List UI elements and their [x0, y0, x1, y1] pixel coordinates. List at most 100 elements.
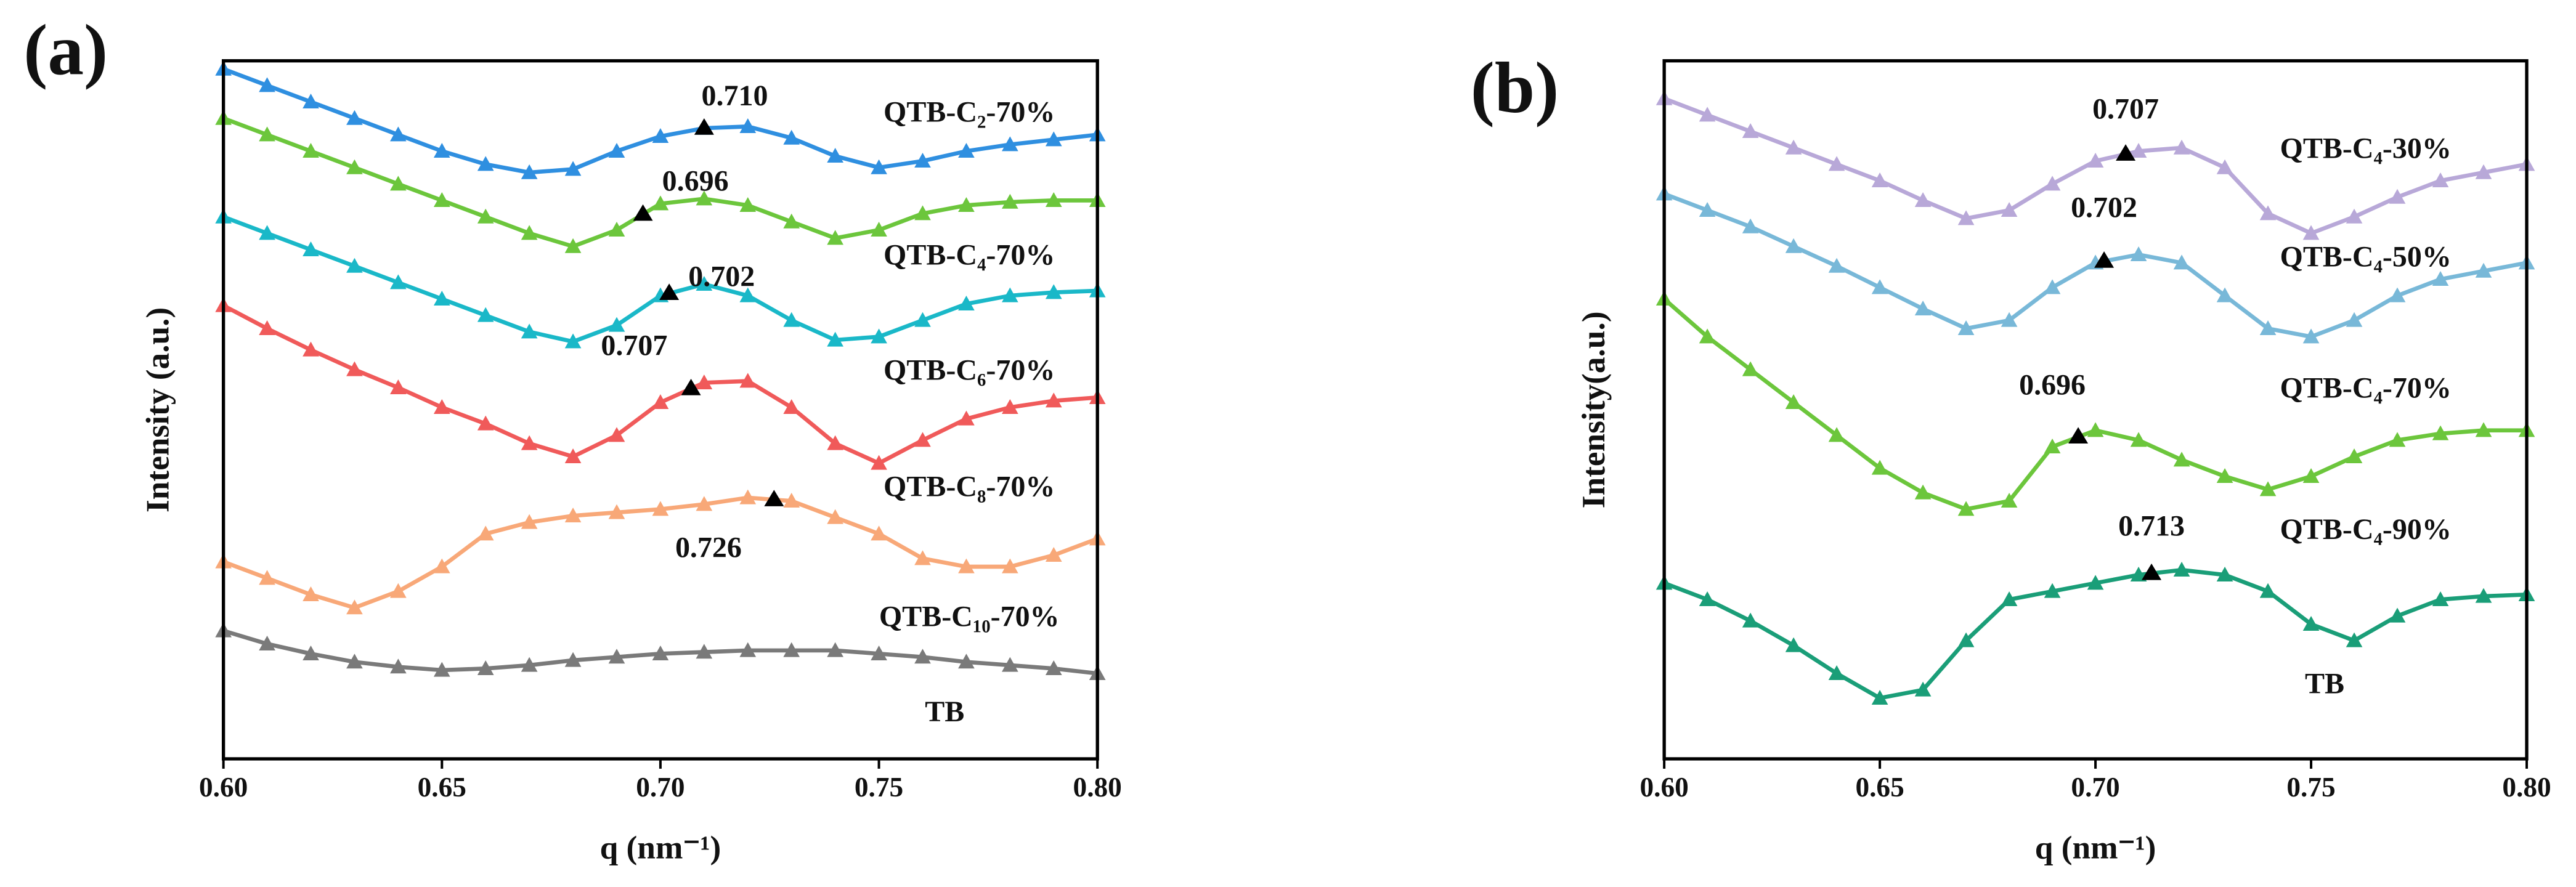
data-point — [2130, 566, 2147, 581]
data-point — [2259, 481, 2277, 496]
series-label: QTB-C₄-70% — [884, 239, 1055, 272]
data-point — [652, 195, 669, 211]
data-point — [303, 586, 319, 601]
data-point — [958, 296, 975, 311]
data-point — [608, 504, 625, 519]
data-point — [477, 208, 494, 224]
peak-marker — [2116, 144, 2136, 161]
x-tick-label: 0.80 — [1073, 772, 1122, 803]
data-point — [1742, 361, 1759, 376]
data-point — [433, 143, 450, 158]
data-point — [564, 448, 582, 463]
y-axis-title: Intensity (a.u.) — [139, 307, 176, 512]
data-point — [652, 394, 669, 410]
data-point — [2259, 320, 2277, 336]
x-tick-label: 0.60 — [199, 772, 248, 803]
data-point — [2389, 188, 2406, 204]
peak-marker — [2142, 563, 2162, 580]
data-point — [827, 230, 843, 245]
data-point — [2475, 588, 2492, 603]
data-point — [1742, 218, 1759, 233]
data-point — [433, 558, 450, 573]
series-label: QTB-C₂-70% — [884, 96, 1055, 129]
data-point — [2475, 422, 2492, 437]
data-point — [303, 341, 319, 357]
data-point — [608, 427, 625, 442]
data-point — [390, 274, 407, 290]
x-tick-label: 0.70 — [636, 772, 685, 803]
panel-label: (b) — [1471, 48, 1559, 128]
data-point — [346, 110, 363, 125]
data-point — [652, 645, 669, 660]
data-point — [2173, 139, 2190, 155]
data-point — [477, 660, 494, 675]
data-point — [1002, 399, 1018, 415]
data-point — [1871, 460, 1888, 475]
series-label: QTB-C₄-30% — [2280, 132, 2452, 164]
data-point — [827, 642, 843, 657]
data-point — [2173, 452, 2190, 467]
data-point — [1045, 546, 1062, 562]
data-point — [2216, 566, 2233, 581]
peak-label: 0.702 — [2071, 191, 2137, 224]
plot-frame — [1662, 59, 2529, 761]
data-point — [1957, 501, 1975, 516]
data-point — [2044, 279, 2061, 294]
data-point — [2432, 172, 2449, 188]
data-point — [783, 312, 800, 327]
data-point — [2389, 287, 2406, 302]
series-label: QTB-C₈-70% — [884, 471, 1055, 503]
data-point — [390, 658, 407, 674]
data-point — [303, 143, 319, 158]
data-point — [2130, 143, 2147, 158]
data-point — [564, 161, 582, 176]
data-point — [1957, 320, 1975, 336]
data-point — [477, 525, 494, 541]
data-point — [2432, 425, 2449, 440]
x-tick-label: 0.65 — [418, 772, 466, 803]
data-point — [1699, 328, 1716, 344]
data-point — [2475, 262, 2492, 278]
data-point — [2302, 225, 2320, 240]
data-point — [652, 128, 669, 144]
data-point — [346, 257, 363, 273]
data-point — [346, 159, 363, 174]
data-point — [914, 550, 931, 565]
series-label: QTB-C₆-70% — [884, 354, 1055, 386]
data-point — [914, 649, 931, 664]
data-point — [521, 225, 538, 240]
data-point — [2044, 439, 2061, 453]
data-point — [2216, 159, 2233, 174]
data-point — [958, 143, 975, 158]
data-point — [608, 317, 625, 332]
peak-label: 0.707 — [601, 329, 667, 362]
data-point — [827, 331, 843, 347]
data-point — [2259, 583, 2277, 598]
data-point — [871, 222, 887, 237]
x-tick-label: 0.65 — [1855, 772, 1904, 803]
data-point — [2001, 492, 2018, 508]
data-point — [2087, 422, 2104, 437]
data-point — [783, 492, 800, 508]
data-point — [2130, 432, 2147, 447]
data-point — [871, 455, 887, 470]
data-point — [2432, 591, 2449, 606]
data-point — [2001, 591, 2018, 606]
data-point — [477, 415, 494, 431]
data-point — [1785, 238, 1802, 253]
peak-label: 0.707 — [2092, 92, 2159, 125]
data-point — [2130, 246, 2147, 262]
data-point — [1045, 392, 1062, 408]
data-point — [1045, 660, 1062, 675]
data-point — [696, 190, 713, 206]
data-point — [871, 159, 887, 174]
data-point — [1914, 301, 1932, 316]
data-point — [259, 225, 275, 240]
peak-marker — [659, 283, 680, 300]
data-point — [2346, 208, 2363, 224]
data-point — [696, 496, 713, 511]
data-point — [1785, 394, 1802, 410]
data-point — [1828, 156, 1845, 171]
series-line — [222, 214, 1098, 344]
